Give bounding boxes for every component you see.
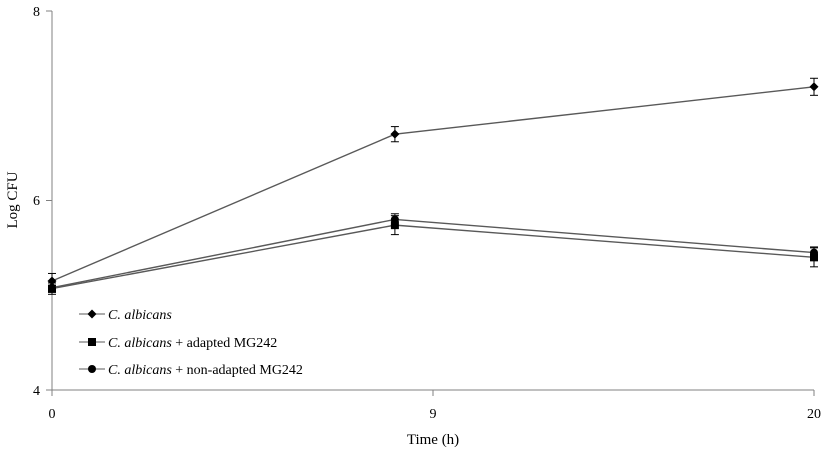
legend-item-c-albicans-adapted: C. albicans + adapted MG242 bbox=[79, 336, 277, 351]
series-line bbox=[51, 224, 815, 290]
y-axis: 4 6 8 Log CFU bbox=[5, 5, 53, 399]
legend-label-italic: C. albicans bbox=[108, 308, 172, 323]
series-layer bbox=[47, 77, 819, 295]
series-square bbox=[48, 215, 818, 295]
x-axis: 0 9 20 Time (h) bbox=[49, 389, 821, 448]
legend-label: C. albicans + non-adapted MG242 bbox=[108, 363, 303, 378]
series-diamond bbox=[47, 77, 819, 290]
x-axis-title: Time (h) bbox=[407, 432, 459, 448]
y-axis-title: Log CFU bbox=[5, 171, 21, 228]
y-tick-label: 8 bbox=[33, 5, 40, 20]
y-tick-label: 4 bbox=[33, 384, 40, 399]
series-line bbox=[51, 218, 815, 289]
legend-label-suffix: + non-adapted MG242 bbox=[172, 363, 303, 378]
data-point-circle bbox=[48, 283, 56, 292]
diamond-marker-icon bbox=[87, 309, 97, 319]
series-line bbox=[51, 86, 815, 282]
legend-item-c-albicans-non-adapted: C. albicans + non-adapted MG242 bbox=[79, 363, 303, 378]
legend: C. albicans C. albicans + adapted MG242 … bbox=[79, 308, 303, 378]
square-marker-icon bbox=[88, 338, 96, 346]
x-tick-label: 9 bbox=[430, 407, 437, 422]
legend-label-italic: C. albicans bbox=[108, 336, 172, 351]
circle-marker-icon bbox=[88, 365, 96, 373]
data-point-diamond bbox=[390, 129, 400, 139]
legend-label: C. albicans bbox=[108, 308, 172, 323]
data-point-circle bbox=[390, 215, 399, 224]
y-tick-label: 6 bbox=[33, 194, 40, 209]
legend-item-c-albicans: C. albicans bbox=[79, 308, 172, 323]
legend-label-italic: C. albicans bbox=[108, 363, 172, 378]
legend-label: C. albicans + adapted MG242 bbox=[108, 336, 277, 351]
data-point-circle bbox=[810, 248, 818, 257]
data-point-diamond bbox=[809, 82, 819, 92]
series-circle bbox=[48, 213, 818, 293]
x-tick-label: 0 bbox=[49, 407, 56, 422]
x-tick-label: 20 bbox=[807, 407, 821, 422]
legend-label-suffix: + adapted MG242 bbox=[172, 336, 278, 351]
